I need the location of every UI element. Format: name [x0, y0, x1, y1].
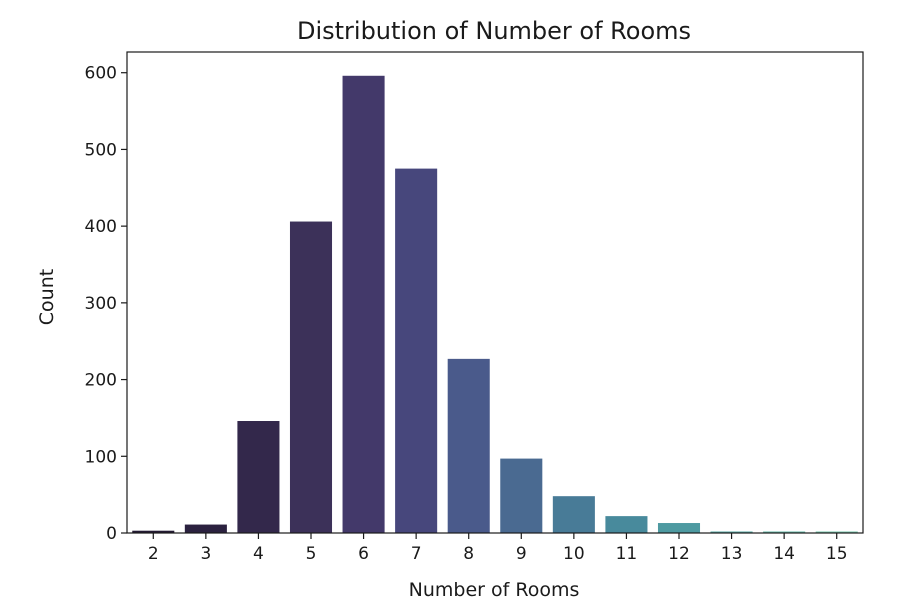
x-tick-label: 6	[358, 544, 369, 564]
y-tick-label: 500	[85, 140, 117, 160]
bar-rooms-3	[184, 524, 227, 533]
x-tick-label: 3	[200, 544, 211, 564]
y-tick-label: 200	[85, 371, 117, 391]
x-axis-label: Number of Rooms	[409, 579, 580, 601]
bar-rooms-8	[447, 358, 490, 533]
x-axis-ticks: 2 3 4 5 6 7 8 9 10 11 12 13 14 15	[148, 533, 848, 564]
plot-frame	[126, 51, 864, 534]
bar-rooms-7	[395, 168, 438, 534]
bar-rooms-2	[132, 530, 175, 533]
y-tick-label: 600	[85, 64, 117, 84]
bar-rooms-10	[552, 496, 595, 533]
x-tick-label: 11	[616, 544, 638, 564]
x-tick-label: 8	[463, 544, 474, 564]
x-tick-label: 10	[563, 544, 585, 564]
bar-rooms-12	[657, 523, 701, 533]
x-tick-label: 13	[721, 544, 743, 564]
bar-rooms-6	[342, 75, 385, 533]
chart-title: Distribution of Number of Rooms	[297, 17, 691, 45]
x-tick-label: 12	[668, 544, 690, 564]
y-axis-label: Count	[36, 269, 58, 325]
y-tick-label: 0	[106, 524, 117, 544]
y-tick-label: 300	[85, 294, 117, 314]
x-tick-label: 2	[148, 544, 159, 564]
x-tick-label: 5	[306, 544, 317, 564]
x-tick-label: 9	[516, 544, 527, 564]
x-tick-label: 15	[826, 544, 848, 564]
bar-rooms-4	[237, 421, 280, 533]
x-tick-label: 7	[411, 544, 422, 564]
bar-rooms-9	[500, 458, 543, 533]
x-tick-label: 4	[253, 544, 264, 564]
y-tick-label: 400	[85, 217, 117, 237]
bar-rooms-5	[289, 221, 333, 534]
y-tick-label: 100	[85, 447, 117, 467]
bar-rooms-15	[815, 531, 858, 533]
bar-rooms-14	[763, 531, 806, 533]
bar-rooms-11	[605, 516, 648, 533]
bar-rooms-13	[710, 531, 753, 533]
y-axis-ticks: 0 100 200 300 400 500 600	[85, 64, 127, 544]
x-tick-label: 14	[773, 544, 795, 564]
bars-group	[132, 75, 858, 534]
